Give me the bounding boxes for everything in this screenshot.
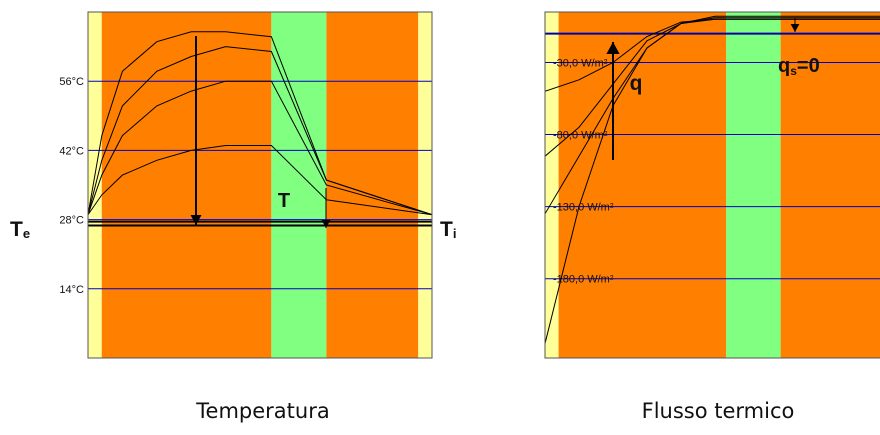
- heat-flux-arrow-head: [606, 42, 620, 54]
- wall-layer-2: [726, 12, 781, 358]
- surface-flux-subscript: s: [790, 64, 797, 78]
- chart-caption: Flusso termico: [642, 399, 795, 423]
- plot-area: [88, 12, 432, 358]
- wall-layer-4: [418, 12, 432, 358]
- heat-flux-chart: -30,0 W/m² -80,0 W/m² -130,0 W/m² -180,0 W/…: [544, 11, 880, 423]
- internal-temp-label: Ti: [440, 218, 456, 241]
- series-line-2: [88, 80, 432, 216]
- y-tick-label: 42°C: [59, 145, 84, 157]
- wall-layer-1: [101, 12, 272, 358]
- surface-flux-value: =0: [797, 55, 820, 77]
- series-line-0: [88, 31, 432, 216]
- y-tick-label: 56°C: [59, 76, 84, 88]
- wall-layer-3: [780, 12, 880, 358]
- surface-flux-symbol: q: [778, 55, 790, 77]
- series-line-1: [88, 46, 432, 216]
- surface-flux-arrow-head: [790, 24, 800, 32]
- y-tick-label: -180,0 W/m²: [553, 274, 614, 286]
- wall-layer-2: [271, 12, 327, 358]
- temperature-drop-arrow-small-head: [321, 220, 331, 228]
- external-temp-subscript: e: [23, 226, 30, 241]
- surface-flux-label: qs=0: [778, 55, 820, 78]
- y-tick-label: 28°C: [59, 215, 84, 227]
- y-tick-label: -130,0 W/m²: [553, 202, 614, 214]
- chart-caption: Temperatura: [195, 399, 329, 423]
- y-tick-label: 14°C: [59, 284, 84, 296]
- plot-frame: [87, 11, 433, 359]
- internal-temp-symbol: T: [440, 218, 453, 241]
- series-line-3: [545, 18, 880, 92]
- temperature-drop-arrow-head: [190, 215, 202, 225]
- plot-frame: [544, 11, 880, 359]
- internal-temp-subscript: i: [453, 226, 457, 241]
- series-line-3: [88, 145, 432, 216]
- y-tick-label: -30,0 W/m²: [553, 57, 608, 69]
- y-tick-label: -80,0 W/m²: [553, 130, 608, 142]
- temperature-label: T: [278, 190, 290, 212]
- plot-area: [545, 12, 880, 358]
- wall-layer-0: [545, 12, 559, 358]
- external-temp-label: Te: [10, 218, 30, 241]
- heat-flux-label: q: [630, 72, 643, 95]
- wall-layer-0: [88, 12, 102, 358]
- external-temp-symbol: T: [10, 218, 23, 241]
